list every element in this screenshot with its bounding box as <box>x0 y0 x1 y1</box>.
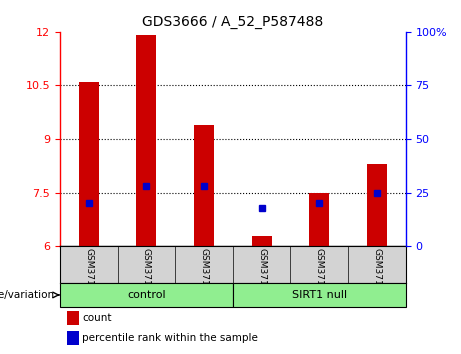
FancyBboxPatch shape <box>233 283 406 307</box>
Text: GSM371988: GSM371988 <box>84 248 93 303</box>
Bar <box>309 193 329 246</box>
Text: percentile rank within the sample: percentile rank within the sample <box>83 333 258 343</box>
Text: GSM371992: GSM371992 <box>315 248 324 303</box>
Bar <box>252 236 272 246</box>
Text: GSM371989: GSM371989 <box>142 248 151 303</box>
Text: GSM371990: GSM371990 <box>200 248 208 303</box>
Bar <box>67 311 79 325</box>
Text: SIRT1 null: SIRT1 null <box>292 290 347 300</box>
Bar <box>79 82 99 246</box>
Bar <box>194 125 214 246</box>
Text: count: count <box>83 313 112 322</box>
Bar <box>367 164 387 246</box>
Text: control: control <box>127 290 165 300</box>
Text: GSM371991: GSM371991 <box>257 248 266 303</box>
Bar <box>67 331 79 345</box>
Text: genotype/variation: genotype/variation <box>0 290 54 300</box>
Text: GSM371993: GSM371993 <box>372 248 381 303</box>
Bar <box>136 35 156 246</box>
Title: GDS3666 / A_52_P587488: GDS3666 / A_52_P587488 <box>142 16 324 29</box>
FancyBboxPatch shape <box>60 283 233 307</box>
